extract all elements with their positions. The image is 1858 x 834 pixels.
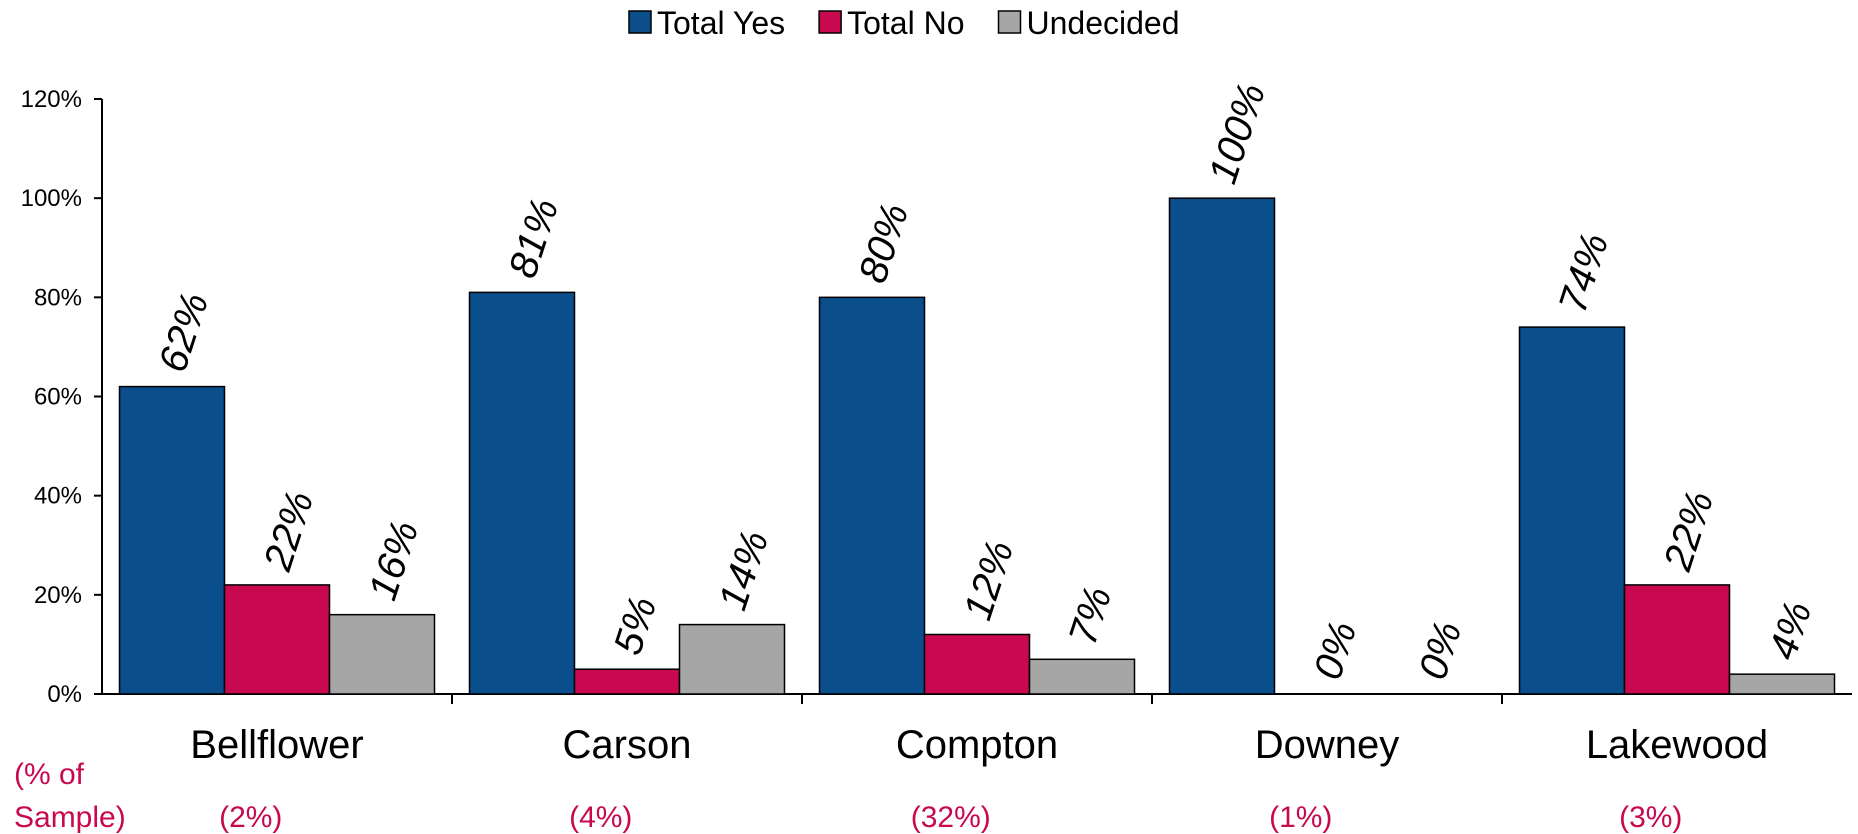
bar [923, 633, 1031, 695]
sample-value: (1%) [1269, 801, 1332, 834]
bar [468, 291, 576, 695]
y-tick-label: 80% [34, 284, 82, 311]
data-label: 4% [1761, 596, 1821, 665]
bar [223, 584, 331, 695]
bar [1168, 197, 1276, 695]
category-label: Lakewood [1586, 723, 1768, 767]
y-tick-label: 100% [21, 185, 82, 212]
bar [1028, 658, 1136, 695]
legend-swatch [628, 10, 652, 34]
category-label: Downey [1255, 723, 1400, 767]
sample-label-line1: (% of [14, 758, 85, 791]
data-label: 5% [606, 591, 666, 660]
data-label: 22% [255, 486, 322, 577]
category-label: Bellflower [190, 723, 363, 767]
category-labels: Bellflower Carson Compton Downey Lakewood [190, 723, 1768, 767]
legend-swatch [818, 10, 842, 34]
bars [118, 197, 1836, 695]
sample-row: (% of Sample) (2%) (4%) (32%) (1%) (3%) [14, 758, 1682, 834]
bar [328, 613, 436, 695]
bar [1623, 584, 1731, 695]
y-tick-label: 0% [47, 681, 82, 708]
sample-label-line2: Sample) [14, 801, 126, 834]
data-label: 80% [851, 198, 918, 288]
data-label: 0% [1306, 616, 1366, 685]
bar [573, 668, 681, 695]
bar [1728, 673, 1836, 695]
data-label: 12% [956, 536, 1023, 626]
sample-value: (4%) [569, 801, 632, 834]
legend-label: Undecided [1027, 5, 1180, 41]
y-tick-label: 20% [34, 582, 82, 609]
data-label: 74% [1551, 228, 1618, 318]
data-label: 22% [1655, 486, 1722, 577]
data-label: 100% [1201, 78, 1274, 189]
legend-label: Total Yes [657, 5, 785, 41]
legend-swatch [997, 10, 1022, 34]
category-label: Carson [563, 723, 692, 767]
bar [1518, 326, 1626, 695]
legend-label: Total No [847, 5, 964, 41]
data-label: 14% [711, 526, 778, 616]
data-label: 81% [501, 193, 568, 283]
category-label: Compton [896, 723, 1058, 767]
data-label: 16% [361, 516, 428, 606]
bar [118, 385, 226, 695]
y-tick-label: 120% [21, 86, 82, 113]
legend: Total Yes Total No Undecided [628, 5, 1180, 41]
sample-value: (3%) [1619, 801, 1682, 834]
sample-value: (32%) [911, 801, 991, 834]
data-label: 0% [1411, 616, 1471, 685]
data-label: 62% [151, 288, 218, 378]
bar [678, 623, 786, 695]
data-label: 7% [1061, 581, 1121, 650]
bar [818, 296, 926, 695]
sample-value: (2%) [219, 801, 282, 834]
y-tick-label: 60% [34, 384, 82, 411]
y-tick-label: 40% [34, 483, 82, 510]
